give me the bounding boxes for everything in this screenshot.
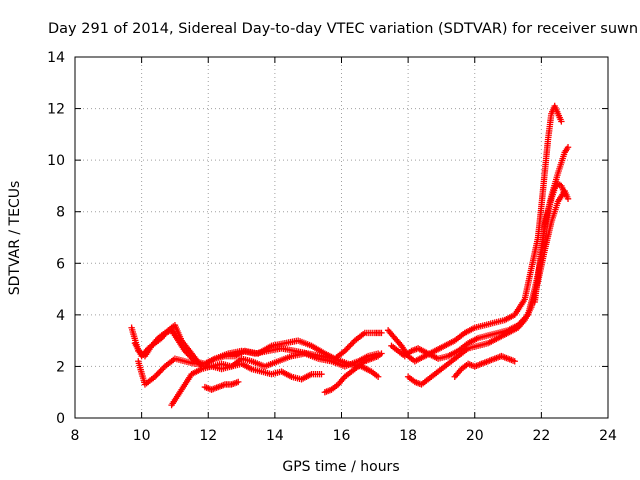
data-points xyxy=(128,102,572,409)
grid xyxy=(75,57,608,418)
data-point xyxy=(378,329,385,337)
chart-title: Day 291 of 2014, Sidereal Day-to-day VTE… xyxy=(48,21,638,37)
data-point xyxy=(157,367,164,375)
series-arc7 xyxy=(384,102,565,365)
series-arc4 xyxy=(168,360,325,409)
series-arc11 xyxy=(531,180,568,306)
data-point xyxy=(561,190,568,197)
x-axis-label: GPS time / hours xyxy=(282,459,399,475)
x-tick-label: 24 xyxy=(599,428,617,444)
data-point xyxy=(235,378,242,386)
series-arc10 xyxy=(451,352,518,380)
x-tick-label: 12 xyxy=(199,428,217,444)
data-point xyxy=(158,366,166,373)
data-point xyxy=(558,118,565,125)
y-tick-label: 6 xyxy=(56,256,65,272)
y-tick-label: 14 xyxy=(47,50,65,66)
x-tick-label: 10 xyxy=(133,428,151,444)
data-point xyxy=(378,350,385,357)
x-tick-label: 22 xyxy=(532,428,550,444)
data-point xyxy=(348,340,356,347)
data-point xyxy=(345,343,353,350)
data-point xyxy=(374,373,382,380)
y-tick-label: 4 xyxy=(56,308,65,324)
y-tick-label: 8 xyxy=(56,205,65,221)
data-point xyxy=(343,346,350,353)
x-tick-label: 20 xyxy=(466,428,484,444)
x-tick-label: 14 xyxy=(266,428,284,444)
data-point xyxy=(151,373,159,380)
data-point xyxy=(344,344,351,352)
data-point xyxy=(511,358,518,365)
series-arc6 xyxy=(321,350,385,396)
y-tick-label: 0 xyxy=(56,411,65,427)
x-tick-label: 16 xyxy=(333,428,351,444)
y-tick-label: 12 xyxy=(47,102,65,118)
data-point xyxy=(318,370,325,378)
y-tick-label: 2 xyxy=(56,359,65,375)
data-point xyxy=(153,372,160,379)
series-arc5 xyxy=(201,378,242,393)
y-tick-label: 10 xyxy=(47,153,65,169)
data-point xyxy=(156,369,163,376)
data-point xyxy=(154,370,162,377)
x-tick-label: 8 xyxy=(71,428,80,444)
data-point xyxy=(347,341,354,349)
data-point xyxy=(564,195,572,203)
y-axis-label: SDTVAR / TECUs xyxy=(7,181,23,296)
x-tick-label: 18 xyxy=(399,428,417,444)
data-point xyxy=(341,347,349,355)
data-point xyxy=(564,144,572,151)
